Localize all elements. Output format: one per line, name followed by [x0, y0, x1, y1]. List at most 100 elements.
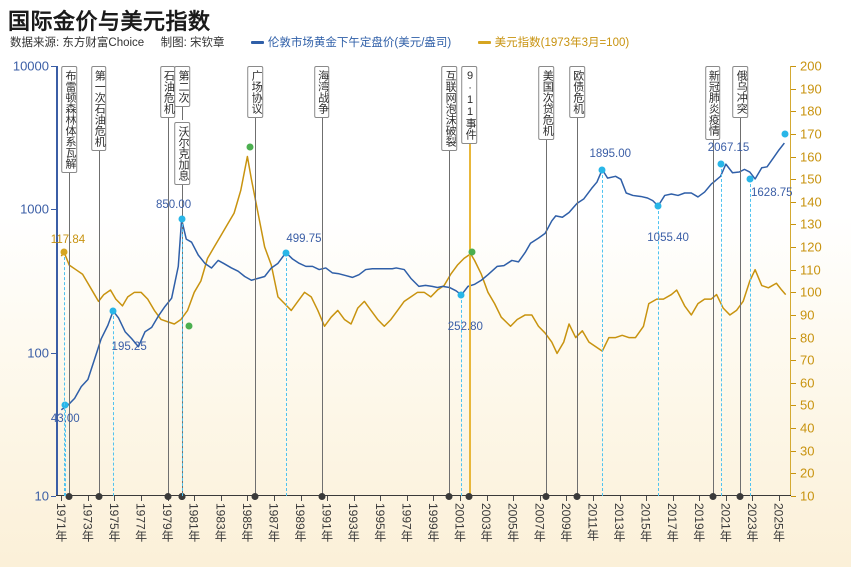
data-point-marker[interactable]: [746, 175, 754, 183]
annotation-line: [321, 66, 323, 497]
annotation-label[interactable]: 第一次石油危机: [90, 66, 107, 151]
data-point-marker[interactable]: [457, 291, 465, 299]
data-point-marker[interactable]: [61, 401, 69, 409]
left-axis-tick-label: 10000: [12, 58, 49, 74]
annotation-label[interactable]: 欧债危机: [569, 66, 585, 118]
right-axis-tick-label: 130: [800, 216, 822, 232]
x-axis-tick-label: 2019年: [691, 503, 706, 542]
x-axis-tick-label: 1979年: [160, 503, 175, 542]
x-axis-tick-label: 1997年: [399, 503, 414, 542]
annotation-axis-marker: [736, 492, 744, 500]
x-axis-tick-label: 1999年: [425, 503, 440, 542]
annotation-label[interactable]: 9·11事件: [461, 66, 478, 144]
right-axis-tick-label: 200: [800, 58, 822, 74]
right-axis-tick-label: 190: [800, 81, 822, 97]
left-axis: [56, 66, 58, 496]
right-axis-tick: [791, 156, 796, 158]
x-axis-tick: [752, 496, 754, 501]
right-axis-tick: [791, 337, 796, 339]
data-point-marker[interactable]: [185, 322, 193, 330]
annotation-label[interactable]: 沃尔克加息: [174, 122, 191, 185]
right-axis-tick: [791, 133, 796, 135]
data-point-marker[interactable]: [178, 215, 186, 223]
left-axis-tick: [51, 209, 56, 211]
data-point-marker[interactable]: [60, 248, 68, 256]
page-title: 国际金价与美元指数: [8, 9, 211, 34]
annotation-label[interactable]: 石油危机: [159, 66, 176, 118]
data-source-label: 数据来源: 东方财富Choice: [10, 37, 145, 49]
annotation-line: [469, 66, 471, 497]
annotation-label[interactable]: 美国次贷危机: [538, 66, 555, 140]
x-axis-tick-label: 2009年: [558, 503, 573, 542]
x-axis-tick-label: 2003年: [479, 503, 494, 542]
annotation-axis-marker: [178, 492, 186, 500]
x-axis-tick: [300, 496, 302, 501]
left-axis-tick: [51, 496, 56, 497]
x-axis-tick-label: 2011年: [585, 503, 600, 541]
annotation-label[interactable]: 俄乌冲突: [732, 66, 749, 118]
left-axis-tick: [51, 352, 56, 354]
x-axis-tick: [646, 496, 648, 501]
right-axis-tick-label: 180: [800, 103, 822, 119]
annotation-line: [740, 66, 742, 497]
data-point-label: 252.80: [447, 320, 483, 333]
plot-area: 10 100 1000 10000 200 190 180 170 160 150 140 130 12…: [13, 59, 822, 542]
annotation-label[interactable]: 海湾战争: [314, 66, 330, 118]
x-axis-tick-label: 1989年: [293, 503, 308, 542]
right-axis-tick-label: 110: [800, 262, 821, 278]
left-axis-tick-label: 10: [34, 488, 49, 504]
right-axis-tick: [791, 66, 796, 67]
data-point-marker[interactable]: [717, 160, 725, 168]
data-point-marker[interactable]: [109, 307, 117, 315]
x-axis: [56, 494, 791, 496]
x-axis-tick: [566, 496, 568, 501]
annotation-label[interactable]: 新冠肺炎疫情: [704, 66, 721, 140]
point-dropline: [63, 251, 65, 496]
right-axis-tick: [791, 88, 796, 90]
legend-swatch-gold-price: [250, 41, 264, 45]
annotation-axis-marker: [445, 492, 453, 500]
x-axis-tick-label: 1983年: [213, 503, 228, 542]
data-point-marker[interactable]: [282, 249, 290, 256]
data-point-label: 499.75: [286, 232, 322, 245]
legend-dollar-index-label: 美元指数(1973年3月=100): [494, 37, 630, 49]
x-axis-tick-label: 1995年: [372, 503, 387, 542]
right-axis-tick: [791, 247, 796, 249]
right-axis-tick-label: 150: [800, 171, 822, 187]
x-axis-tick: [460, 496, 462, 501]
annotation-label[interactable]: 广场协议: [247, 66, 264, 118]
annotation-axis-marker: [318, 492, 326, 500]
x-axis-tick: [353, 496, 355, 501]
x-axis-tick: [220, 496, 222, 501]
annotation-axis-marker: [542, 492, 550, 500]
right-axis-tick: [791, 314, 796, 316]
annotation-label[interactable]: 互联网泡沫破裂: [441, 66, 458, 151]
x-axis-tick-label: 2005年: [505, 503, 520, 542]
data-point-label: 1055.40: [647, 231, 689, 244]
data-point-marker[interactable]: [468, 248, 476, 256]
legend-dollar-index: 美元指数(1973年3月=100): [477, 34, 630, 50]
data-point-marker[interactable]: [654, 202, 662, 210]
point-dropline: [658, 205, 660, 496]
data-point-marker[interactable]: [781, 130, 789, 138]
right-axis-tick: [791, 201, 796, 203]
x-axis-tick: [247, 496, 249, 501]
legend-gold-price-label: 伦敦市场黄金下午定盘价(美元/盎司): [267, 37, 452, 49]
annotation-label[interactable]: 布雷顿森林体系瓦解: [61, 66, 78, 173]
left-axis-tick-label: 1000: [20, 201, 49, 217]
right-axis-tick: [791, 450, 796, 452]
point-dropline: [749, 178, 751, 496]
point-dropline: [720, 164, 722, 496]
right-axis-tick-label: 80: [800, 330, 815, 346]
annotation-line: [182, 122, 184, 497]
x-axis-tick: [141, 496, 143, 501]
data-point-marker[interactable]: [246, 143, 254, 151]
legend-gold-price: 伦敦市场黄金下午定盘价(美元/盎司): [250, 34, 452, 50]
x-axis-tick-label: 2007年: [532, 503, 547, 542]
series-line: [60, 155, 787, 355]
x-axis-tick: [380, 496, 382, 501]
annotation-line: [449, 66, 451, 497]
data-point-marker[interactable]: [598, 166, 606, 174]
annotation-label[interactable]: 第二次: [174, 66, 191, 107]
annotation-axis-marker: [65, 492, 73, 500]
